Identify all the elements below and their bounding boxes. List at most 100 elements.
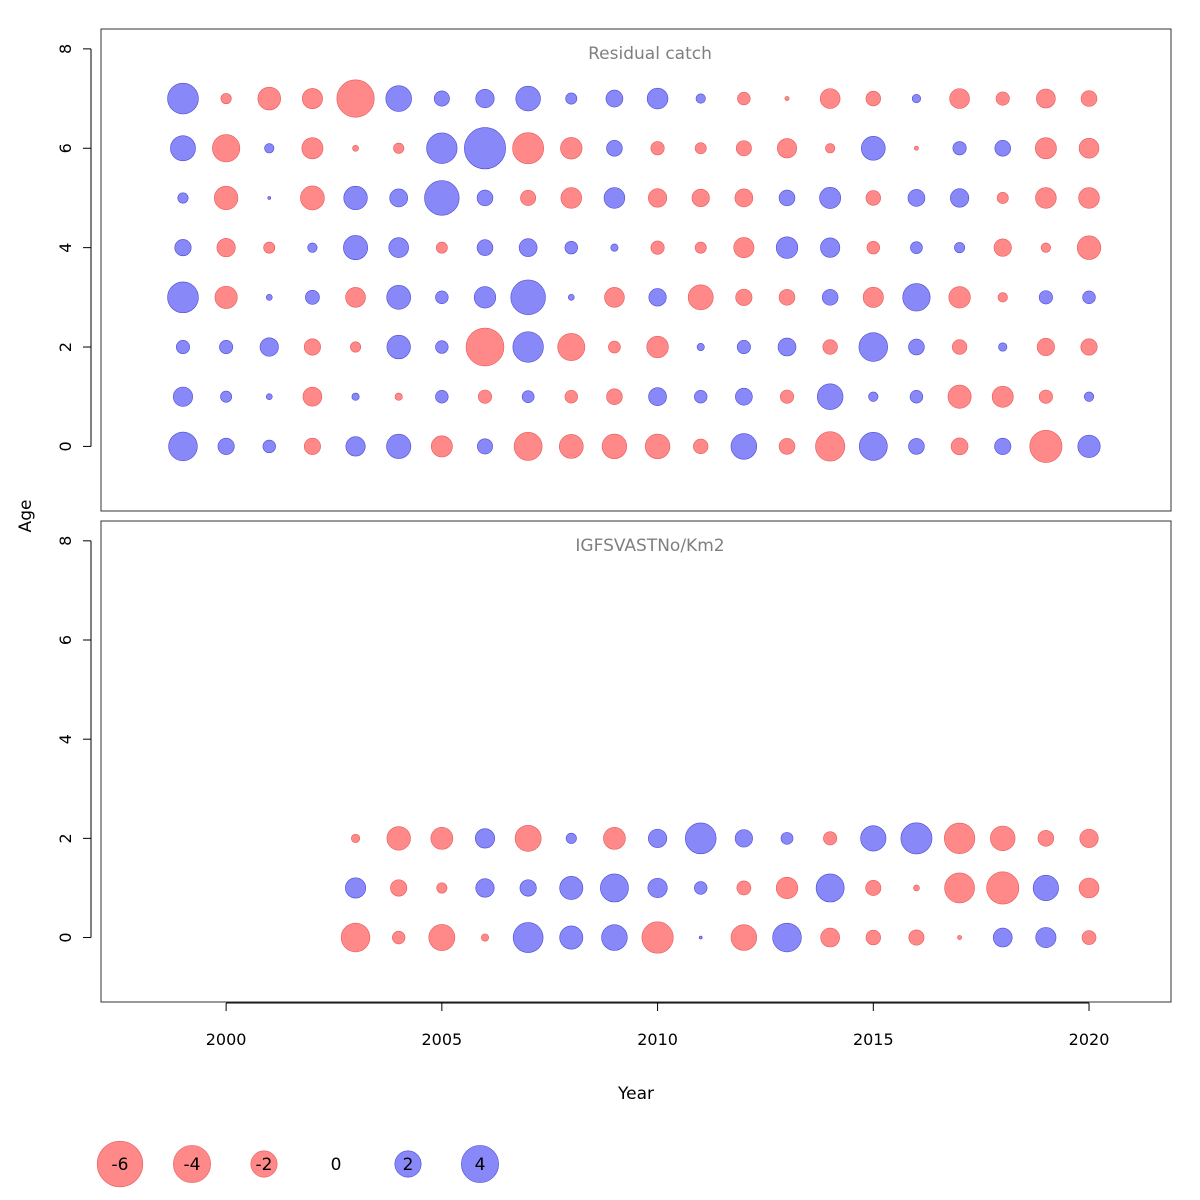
bubble-point — [687, 284, 714, 311]
bubble-point — [644, 433, 671, 460]
bubble-point — [1037, 830, 1055, 847]
bubble-point — [475, 878, 495, 898]
bubble-point — [345, 877, 367, 899]
bubble-point — [601, 433, 628, 460]
bubble-point — [646, 87, 669, 110]
bubble-point — [868, 391, 879, 402]
bubble-point — [515, 85, 541, 112]
bubble-point — [860, 825, 887, 852]
bubble-point — [1076, 235, 1102, 260]
bubble-point — [265, 294, 273, 301]
panel-frame — [100, 520, 1172, 1003]
bubble-point — [1036, 337, 1055, 357]
bubble-point — [603, 187, 626, 209]
bubble-point — [600, 873, 629, 903]
bubble-point — [865, 190, 881, 206]
bubble-point — [1038, 290, 1053, 305]
y-tick-label: 4 — [56, 243, 75, 253]
bubble-point — [995, 91, 1010, 106]
bubble-point — [343, 185, 368, 211]
bubble-point — [435, 340, 449, 354]
bubble-point — [650, 240, 665, 255]
bubbles — [340, 822, 1100, 954]
bubble-point — [302, 386, 323, 407]
bubble-point — [219, 340, 234, 355]
bubble-point — [865, 90, 881, 107]
bubble-point — [816, 383, 844, 410]
bubble-point — [733, 237, 755, 259]
bubble-point — [735, 288, 753, 306]
x-axis: 2000 2005 2010 2015 2020 — [206, 1002, 1109, 1049]
bubble-point — [564, 240, 578, 255]
bubble-point — [908, 338, 925, 356]
bubble-point — [815, 873, 845, 903]
bubble-point — [352, 144, 359, 152]
bubble-point — [473, 286, 497, 309]
bubble-point — [430, 435, 453, 458]
bubble-point — [772, 922, 802, 953]
bubble-point — [336, 79, 375, 118]
bubble-point — [345, 436, 366, 457]
bubble-point — [734, 188, 754, 208]
bubble-point — [691, 188, 710, 207]
bubble-point — [220, 390, 233, 403]
bubble-point — [698, 935, 703, 940]
bubble-point — [997, 292, 1008, 303]
bubble-point — [519, 879, 537, 897]
bubble-point — [350, 341, 362, 353]
bubble-point — [394, 392, 403, 401]
bubble-point — [217, 437, 235, 455]
bubble-point — [521, 390, 535, 404]
bubble-point — [518, 238, 538, 257]
bubble-point — [610, 243, 619, 252]
bubble-point — [866, 240, 880, 255]
bubble-point — [267, 196, 272, 200]
bubble-point — [735, 387, 753, 406]
bubble-point — [823, 831, 838, 846]
bubble-point — [648, 387, 667, 407]
bubble-point — [1077, 434, 1101, 458]
bubble-point — [819, 88, 841, 109]
bubble-point — [775, 876, 799, 900]
y-axis: 0 2 4 6 8 — [56, 536, 92, 943]
bubble-point — [1080, 90, 1098, 107]
bubble-point — [510, 279, 546, 315]
panel-2: IGFSVASTNo/Km2 0 2 4 6 8 — [56, 520, 1172, 1003]
legend-label: 4 — [475, 1155, 486, 1175]
bubble-point — [908, 438, 925, 455]
bubble-point — [560, 187, 582, 209]
bubble-point — [512, 922, 544, 953]
bubble-point — [648, 288, 667, 307]
bubble-point — [433, 90, 450, 107]
bubble-point — [1079, 828, 1099, 848]
bubble-point — [991, 385, 1014, 408]
bubble-point — [650, 141, 665, 156]
bubble-point — [993, 238, 1012, 257]
y-tick-label: 6 — [56, 635, 75, 645]
bubble-point — [951, 339, 968, 355]
bubble-point — [608, 340, 621, 354]
bubble-point — [514, 825, 542, 852]
bubble-point — [776, 138, 798, 159]
bubble-point — [175, 340, 190, 355]
bubble-point — [305, 290, 320, 305]
bubble-point — [307, 242, 318, 253]
bubble-point — [559, 925, 584, 950]
bubble-point — [865, 880, 882, 896]
x-tick-label: 2010 — [637, 1030, 678, 1049]
bubble-point — [1038, 389, 1053, 404]
bubble-point — [567, 294, 575, 301]
bubble-point — [424, 180, 460, 216]
bubble-point — [172, 386, 193, 407]
bubble-point — [392, 930, 406, 945]
bubble-point — [775, 236, 799, 259]
panel-frame — [100, 28, 1172, 512]
bubble-point — [957, 935, 963, 940]
legend-label: -2 — [256, 1155, 273, 1175]
bubble-point — [464, 127, 506, 170]
y-tick-label: 2 — [56, 342, 75, 352]
bubble-point — [730, 924, 758, 951]
bubble-point — [477, 438, 493, 455]
bubble-point — [475, 89, 495, 109]
bubble-point — [564, 390, 578, 404]
